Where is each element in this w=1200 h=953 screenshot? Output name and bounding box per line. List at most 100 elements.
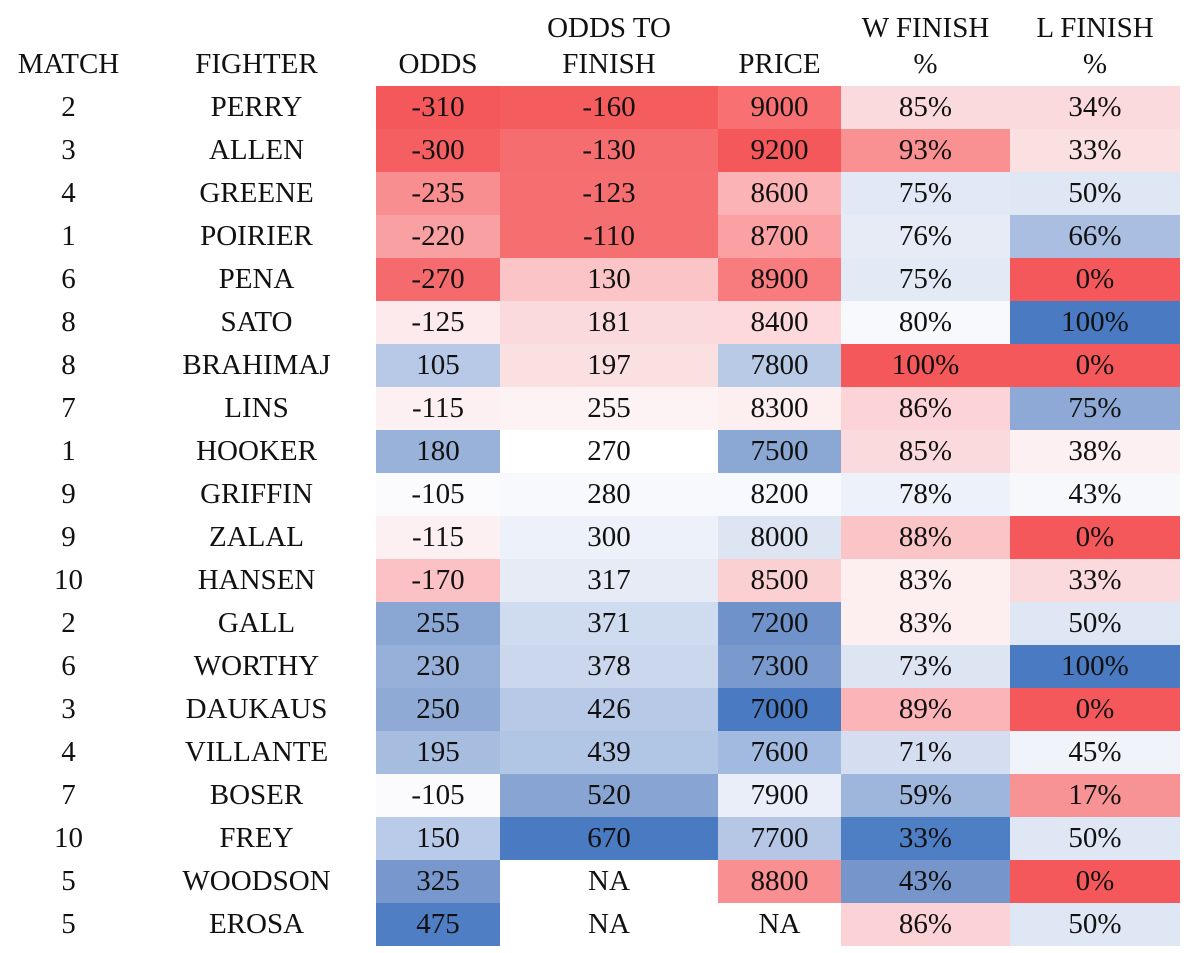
cell-price: 8600 xyxy=(718,172,841,215)
cell-price: 7300 xyxy=(718,645,841,688)
header-l-finish-line2: % xyxy=(1082,48,1108,80)
cell-price: NA xyxy=(718,903,841,946)
cell-match: 1 xyxy=(0,215,137,258)
cell-w-finish: 73% xyxy=(841,645,1010,688)
header-price-line2: PRICE xyxy=(738,48,821,80)
cell-price: 7800 xyxy=(718,344,841,387)
cell-l-finish: 100% xyxy=(1010,301,1180,344)
cell-w-finish: 75% xyxy=(841,172,1010,215)
cell-w-finish: 78% xyxy=(841,473,1010,516)
cell-fighter: WORTHY xyxy=(137,645,376,688)
cell-w-finish: 71% xyxy=(841,731,1010,774)
cell-match: 7 xyxy=(0,387,137,430)
cell-l-finish: 50% xyxy=(1010,903,1180,946)
cell-odds: 255 xyxy=(376,602,500,645)
cell-match: 2 xyxy=(0,602,137,645)
cell-match: 7 xyxy=(0,774,137,817)
cell-l-finish: 33% xyxy=(1010,559,1180,602)
table-row: 8 SATO -125 181 8400 80% 100% xyxy=(0,301,1200,344)
cell-match: 5 xyxy=(0,903,137,946)
cell-fighter: GREENE xyxy=(137,172,376,215)
cell-price: 7900 xyxy=(718,774,841,817)
cell-l-finish: 66% xyxy=(1010,215,1180,258)
table-row: 9 ZALAL -115 300 8000 88% 0% xyxy=(0,516,1200,559)
header-w-finish-line1: W FINISH xyxy=(861,12,990,44)
cell-w-finish: 85% xyxy=(841,86,1010,129)
cell-odds-to-finish: 439 xyxy=(500,731,718,774)
cell-odds-to-finish: NA xyxy=(500,903,718,946)
cell-fighter: FREY xyxy=(137,817,376,860)
header-odds-to-finish-line1: ODDS TO xyxy=(547,12,671,44)
cell-price: 7200 xyxy=(718,602,841,645)
cell-price: 7500 xyxy=(718,430,841,473)
cell-match: 8 xyxy=(0,301,137,344)
cell-fighter: BOSER xyxy=(137,774,376,817)
table-row: 7 LINS -115 255 8300 86% 75% xyxy=(0,387,1200,430)
cell-odds: 195 xyxy=(376,731,500,774)
cell-odds-to-finish: 197 xyxy=(500,344,718,387)
header-match-line2: MATCH xyxy=(17,48,120,80)
table-row: 1 POIRIER -220 -110 8700 76% 66% xyxy=(0,215,1200,258)
cell-l-finish: 33% xyxy=(1010,129,1180,172)
table-row: 2 GALL 255 371 7200 83% 50% xyxy=(0,602,1200,645)
cell-l-finish: 0% xyxy=(1010,344,1180,387)
cell-price: 8500 xyxy=(718,559,841,602)
cell-odds-to-finish: 280 xyxy=(500,473,718,516)
cell-odds: 105 xyxy=(376,344,500,387)
cell-price: 8700 xyxy=(718,215,841,258)
cell-price: 8300 xyxy=(718,387,841,430)
cell-fighter: SATO xyxy=(137,301,376,344)
table-row: 2 PERRY -310 -160 9000 85% 34% xyxy=(0,86,1200,129)
cell-l-finish: 43% xyxy=(1010,473,1180,516)
cell-odds-to-finish: 520 xyxy=(500,774,718,817)
cell-w-finish: 100% xyxy=(841,344,1010,387)
cell-w-finish: 33% xyxy=(841,817,1010,860)
cell-w-finish: 75% xyxy=(841,258,1010,301)
cell-odds: 230 xyxy=(376,645,500,688)
cell-fighter: ZALAL xyxy=(137,516,376,559)
cell-l-finish: 17% xyxy=(1010,774,1180,817)
cell-odds-to-finish: NA xyxy=(500,860,718,903)
table-row: 4 GREENE -235 -123 8600 75% 50% xyxy=(0,172,1200,215)
table-row: 4 VILLANTE 195 439 7600 71% 45% xyxy=(0,731,1200,774)
table-row: 9 GRIFFIN -105 280 8200 78% 43% xyxy=(0,473,1200,516)
cell-fighter: VILLANTE xyxy=(137,731,376,774)
table-row: 5 EROSA 475 NA NA 86% 50% xyxy=(0,903,1200,946)
cell-match: 3 xyxy=(0,688,137,731)
cell-w-finish: 86% xyxy=(841,387,1010,430)
cell-odds: -115 xyxy=(376,516,500,559)
cell-fighter: GRIFFIN xyxy=(137,473,376,516)
cell-l-finish: 100% xyxy=(1010,645,1180,688)
cell-l-finish: 38% xyxy=(1010,430,1180,473)
cell-odds-to-finish: -110 xyxy=(500,215,718,258)
cell-match: 3 xyxy=(0,129,137,172)
cell-price: 8900 xyxy=(718,258,841,301)
table-row: 1 HOOKER 180 270 7500 85% 38% xyxy=(0,430,1200,473)
cell-odds: -170 xyxy=(376,559,500,602)
cell-odds: 250 xyxy=(376,688,500,731)
cell-odds-to-finish: 270 xyxy=(500,430,718,473)
header-odds-line2: ODDS xyxy=(398,48,478,80)
cell-match: 9 xyxy=(0,516,137,559)
cell-match: 1 xyxy=(0,430,137,473)
cell-odds: -115 xyxy=(376,387,500,430)
cell-odds-to-finish: 378 xyxy=(500,645,718,688)
cell-odds-to-finish: -160 xyxy=(500,86,718,129)
table-row: 6 WORTHY 230 378 7300 73% 100% xyxy=(0,645,1200,688)
cell-odds: -270 xyxy=(376,258,500,301)
cell-fighter: POIRIER xyxy=(137,215,376,258)
cell-fighter: EROSA xyxy=(137,903,376,946)
cell-l-finish: 0% xyxy=(1010,860,1180,903)
table-row: 7 BOSER -105 520 7900 59% 17% xyxy=(0,774,1200,817)
cell-price: 7700 xyxy=(718,817,841,860)
cell-l-finish: 45% xyxy=(1010,731,1180,774)
cell-fighter: BRAHIMAJ xyxy=(137,344,376,387)
cell-fighter: PERRY xyxy=(137,86,376,129)
cell-odds-to-finish: 426 xyxy=(500,688,718,731)
cell-odds: 325 xyxy=(376,860,500,903)
table-row: 6 PENA -270 130 8900 75% 0% xyxy=(0,258,1200,301)
cell-l-finish: 0% xyxy=(1010,258,1180,301)
cell-match: 6 xyxy=(0,258,137,301)
cell-l-finish: 0% xyxy=(1010,516,1180,559)
table-row: 3 ALLEN -300 -130 9200 93% 33% xyxy=(0,129,1200,172)
